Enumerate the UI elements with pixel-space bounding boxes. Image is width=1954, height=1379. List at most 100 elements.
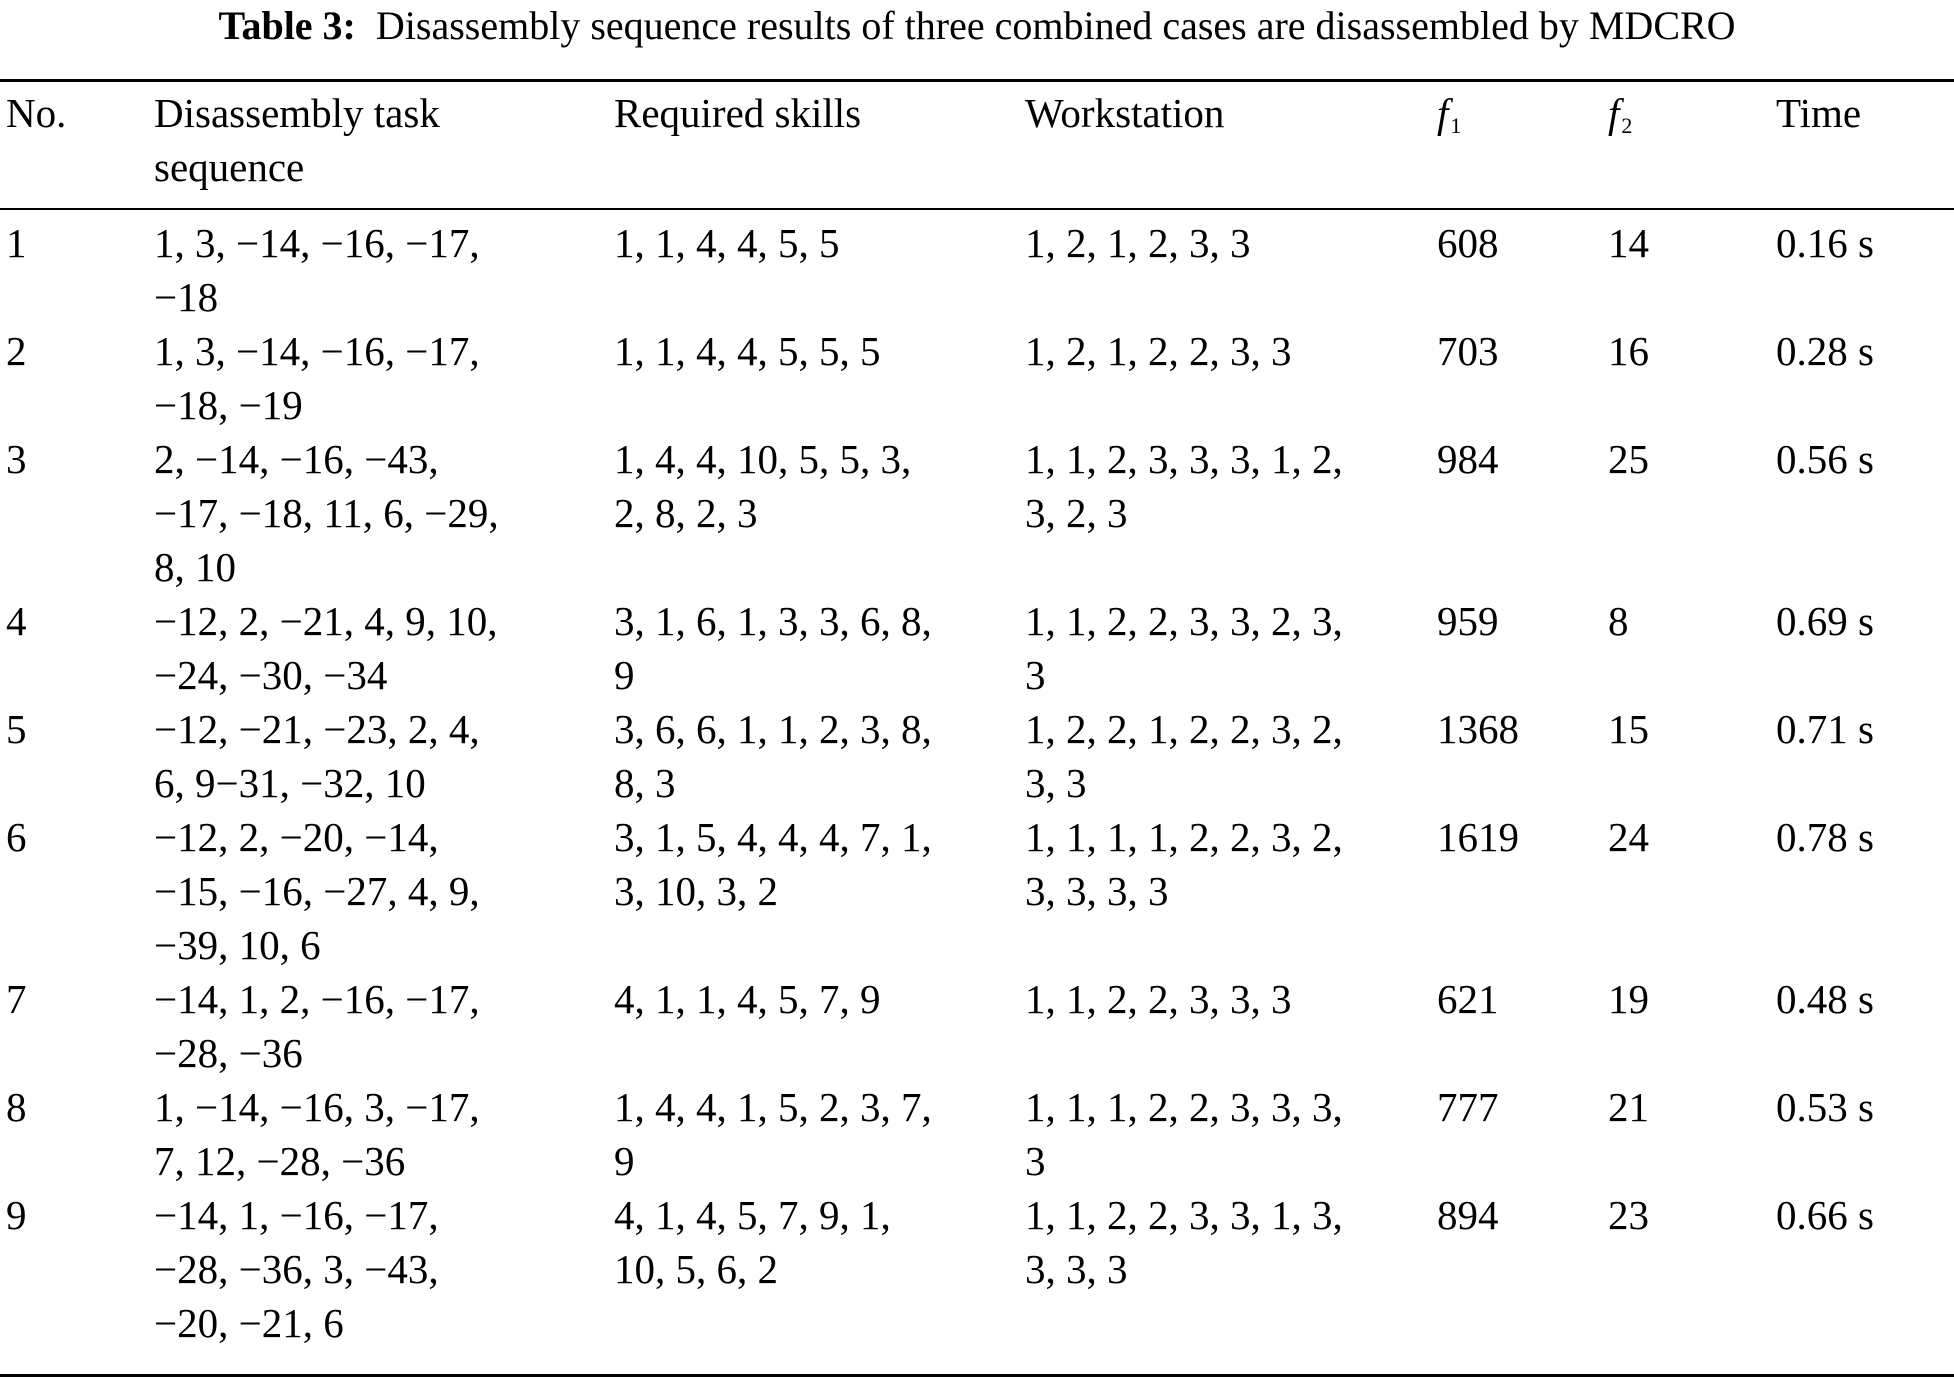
cell-sequence-line: 7, 12, −28, −36 bbox=[154, 1138, 406, 1184]
cell-workstation-line: 3 bbox=[1025, 652, 1046, 698]
cell-workstation: 1, 2, 1, 2, 3, 3 bbox=[1025, 216, 1251, 270]
cell-skills: 1, 4, 4, 1, 5, 2, 3, 7, 9 bbox=[614, 1080, 932, 1188]
cell-workstation-line: 1, 1, 2, 2, 3, 3, 2, 3, bbox=[1025, 598, 1343, 644]
cell-sequence-line: −14, 1, −16, −17, bbox=[154, 1192, 439, 1238]
cell-time: 0.66 s bbox=[1776, 1192, 1874, 1238]
header-f2: f2 bbox=[1608, 86, 1632, 153]
cell-workstation-line: 1, 2, 2, 1, 2, 2, 3, 2, bbox=[1025, 706, 1343, 752]
cell-skills-line: 3, 6, 6, 1, 1, 2, 3, 8, bbox=[614, 706, 932, 752]
cell-f1: 1368 bbox=[1437, 706, 1519, 752]
cell-no: 8 bbox=[6, 1084, 27, 1130]
cell-skills: 1, 4, 4, 10, 5, 5, 3, 2, 8, 2, 3 bbox=[614, 432, 911, 540]
cell-skills-line: 2, 8, 2, 3 bbox=[614, 490, 758, 536]
cell-f2: 14 bbox=[1608, 220, 1649, 266]
cell-time: 0.78 s bbox=[1776, 814, 1874, 860]
table-bottom-rule bbox=[0, 1374, 1954, 1377]
cell-workstation-line: 1, 1, 1, 2, 2, 3, 3, 3, bbox=[1025, 1084, 1343, 1130]
cell-workstation: 1, 2, 2, 1, 2, 2, 3, 2, 3, 3 bbox=[1025, 702, 1343, 810]
cell-skills-line: 1, 4, 4, 10, 5, 5, 3, bbox=[614, 436, 912, 482]
cell-sequence-line: 1, 3, −14, −16, −17, bbox=[154, 220, 480, 266]
cell-time: 0.53 s bbox=[1776, 1084, 1874, 1130]
cell-f1: 894 bbox=[1437, 1192, 1499, 1238]
header-f1-subscript: 1 bbox=[1450, 113, 1462, 138]
cell-sequence-line: −15, −16, −27, 4, 9, bbox=[154, 868, 480, 914]
cell-workstation: 1, 1, 2, 2, 3, 3, 3 bbox=[1025, 972, 1292, 1026]
table-caption: Table 3: Disassembly sequence results of… bbox=[0, 0, 1954, 52]
cell-skills-line: 3, 1, 6, 1, 3, 3, 6, 8, bbox=[614, 598, 932, 644]
cell-skills-line: 4, 1, 1, 4, 5, 7, 9 bbox=[614, 976, 881, 1022]
cell-sequence: 1, −14, −16, 3, −17, 7, 12, −28, −36 bbox=[154, 1080, 480, 1188]
cell-workstation: 1, 1, 2, 2, 3, 3, 2, 3, 3 bbox=[1025, 594, 1343, 702]
cell-time: 0.28 s bbox=[1776, 328, 1874, 374]
cell-sequence-line: −18, −19 bbox=[154, 382, 303, 428]
table-top-rule bbox=[0, 79, 1954, 82]
header-f1-symbol: f bbox=[1437, 90, 1449, 136]
cell-time: 0.48 s bbox=[1776, 976, 1874, 1022]
cell-skills-line: 3, 1, 5, 4, 4, 4, 7, 1, bbox=[614, 814, 932, 860]
cell-sequence-line: 2, −14, −16, −43, bbox=[154, 436, 439, 482]
cell-f2: 21 bbox=[1608, 1084, 1649, 1130]
header-sequence-line1: Disassembly task bbox=[154, 90, 440, 136]
cell-sequence-line: −18 bbox=[154, 274, 219, 320]
cell-sequence: −14, 1, 2, −16, −17, −28, −36 bbox=[154, 972, 480, 1080]
cell-f1: 608 bbox=[1437, 220, 1499, 266]
header-f2-symbol: f bbox=[1608, 90, 1620, 136]
cell-workstation-line: 1, 1, 2, 2, 3, 3, 1, 3, bbox=[1025, 1192, 1343, 1238]
cell-skills: 3, 6, 6, 1, 1, 2, 3, 8, 8, 3 bbox=[614, 702, 932, 810]
cell-workstation: 1, 1, 1, 2, 2, 3, 3, 3, 3 bbox=[1025, 1080, 1343, 1188]
cell-workstation-line: 3, 3, 3, 3 bbox=[1025, 868, 1169, 914]
cell-sequence: −12, 2, −20, −14, −15, −16, −27, 4, 9, −39… bbox=[154, 810, 480, 972]
cell-skills: 1, 1, 4, 4, 5, 5, 5 bbox=[614, 324, 881, 378]
cell-f1: 959 bbox=[1437, 598, 1499, 644]
cell-skills-line: 9 bbox=[614, 652, 635, 698]
cell-time: 0.56 s bbox=[1776, 436, 1874, 482]
cell-workstation-line: 3, 2, 3 bbox=[1025, 490, 1128, 536]
cell-sequence-line: −17, −18, 11, 6, −29, bbox=[154, 490, 499, 536]
header-bottom-rule bbox=[0, 208, 1954, 210]
cell-workstation-line: 1, 1, 2, 3, 3, 3, 1, 2, bbox=[1025, 436, 1343, 482]
cell-sequence-line: 1, −14, −16, 3, −17, bbox=[154, 1084, 480, 1130]
cell-no: 4 bbox=[6, 598, 27, 644]
cell-sequence-line: −28, −36, 3, −43, bbox=[154, 1246, 439, 1292]
cell-no: 3 bbox=[6, 436, 27, 482]
header-time: Time bbox=[1776, 90, 1862, 136]
header-no: No. bbox=[6, 90, 67, 136]
header-sequence: Disassembly task sequence bbox=[154, 86, 440, 194]
cell-sequence-line: −28, −36 bbox=[154, 1030, 303, 1076]
header-skills: Required skills bbox=[614, 90, 862, 136]
cell-skills: 3, 1, 6, 1, 3, 3, 6, 8, 9 bbox=[614, 594, 932, 702]
cell-sequence-line: −24, −30, −34 bbox=[154, 652, 388, 698]
header-f1: f1 bbox=[1437, 86, 1461, 153]
cell-workstation: 1, 1, 1, 1, 2, 2, 3, 2, 3, 3, 3, 3 bbox=[1025, 810, 1343, 918]
cell-f2: 25 bbox=[1608, 436, 1649, 482]
cell-f2: 8 bbox=[1608, 598, 1629, 644]
cell-sequence: 1, 3, −14, −16, −17, −18 bbox=[154, 216, 480, 324]
cell-no: 9 bbox=[6, 1192, 27, 1238]
cell-workstation-line: 3 bbox=[1025, 1138, 1046, 1184]
cell-f1: 703 bbox=[1437, 328, 1499, 374]
cell-skills-line: 8, 3 bbox=[614, 760, 676, 806]
cell-f2: 24 bbox=[1608, 814, 1649, 860]
cell-no: 2 bbox=[6, 328, 27, 374]
cell-no: 5 bbox=[6, 706, 27, 752]
cell-workstation-line: 3, 3 bbox=[1025, 760, 1087, 806]
cell-no: 6 bbox=[6, 814, 27, 860]
cell-f2: 19 bbox=[1608, 976, 1649, 1022]
cell-workstation: 1, 1, 2, 3, 3, 3, 1, 2, 3, 2, 3 bbox=[1025, 432, 1343, 540]
cell-sequence-line: −20, −21, 6 bbox=[154, 1300, 344, 1346]
cell-skills-line: 1, 1, 4, 4, 5, 5 bbox=[614, 220, 840, 266]
cell-f1: 621 bbox=[1437, 976, 1499, 1022]
cell-skills-line: 3, 10, 3, 2 bbox=[614, 868, 778, 914]
cell-skills: 1, 1, 4, 4, 5, 5 bbox=[614, 216, 840, 270]
cell-f2: 15 bbox=[1608, 706, 1649, 752]
cell-sequence-line: −12, −21, −23, 2, 4, bbox=[154, 706, 480, 752]
cell-sequence: −12, −21, −23, 2, 4, 6, 9−31, −32, 10 bbox=[154, 702, 480, 810]
cell-f1: 777 bbox=[1437, 1084, 1499, 1130]
cell-time: 0.16 s bbox=[1776, 220, 1874, 266]
cell-workstation-line: 1, 2, 1, 2, 2, 3, 3 bbox=[1025, 328, 1292, 374]
cell-skills-line: 1, 4, 4, 1, 5, 2, 3, 7, bbox=[614, 1084, 932, 1130]
cell-skills: 4, 1, 1, 4, 5, 7, 9 bbox=[614, 972, 881, 1026]
cell-no: 7 bbox=[6, 976, 27, 1022]
cell-skills-line: 10, 5, 6, 2 bbox=[614, 1246, 778, 1292]
cell-workstation-line: 1, 1, 1, 1, 2, 2, 3, 2, bbox=[1025, 814, 1343, 860]
